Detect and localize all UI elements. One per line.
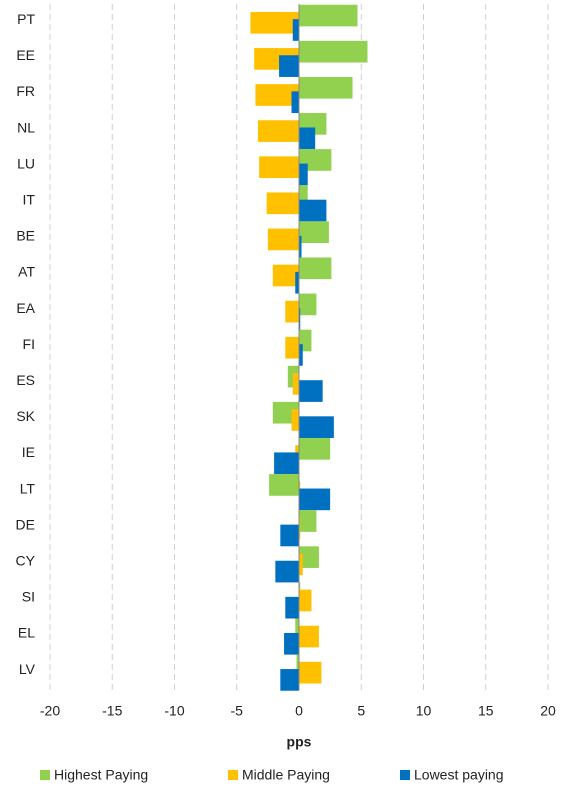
legend-swatch xyxy=(400,770,410,780)
bar xyxy=(299,510,317,532)
bar xyxy=(279,55,299,77)
y-tick-label: DE xyxy=(16,516,35,532)
x-tick-label: 0 xyxy=(295,703,303,719)
x-axis-label: pps xyxy=(287,734,312,750)
y-tick-label: FI xyxy=(23,336,35,352)
bar xyxy=(299,488,331,511)
bar xyxy=(285,300,299,323)
legend-label: Highest Paying xyxy=(54,767,148,783)
bar xyxy=(299,625,319,648)
bar xyxy=(250,11,299,34)
bar xyxy=(295,618,299,641)
bar xyxy=(291,409,299,431)
bar xyxy=(299,661,322,684)
y-tick-label: ES xyxy=(16,372,35,388)
bar xyxy=(284,632,299,655)
bar xyxy=(280,669,299,691)
bar xyxy=(275,560,299,583)
y-tick-label: FR xyxy=(16,83,35,99)
y-tick-label: AT xyxy=(18,264,35,280)
y-tick-label: SI xyxy=(22,589,35,605)
bar xyxy=(299,344,303,366)
x-tick-label: 10 xyxy=(416,703,432,719)
bar xyxy=(299,293,317,316)
bar xyxy=(266,192,299,215)
legend-swatch xyxy=(40,770,50,780)
bar xyxy=(299,517,301,540)
y-tick-label: LT xyxy=(20,480,36,496)
x-tick-label: -5 xyxy=(231,703,244,719)
bar xyxy=(285,336,299,359)
y-tick-label: BE xyxy=(16,228,35,244)
bar xyxy=(299,308,301,330)
bar xyxy=(299,416,334,438)
y-tick-label: EA xyxy=(16,300,35,316)
y-tick-label: EL xyxy=(18,625,35,641)
bar xyxy=(295,271,299,294)
x-tick-label: 5 xyxy=(357,703,365,719)
bar xyxy=(255,84,299,106)
y-tick-label: SK xyxy=(16,408,35,424)
bar xyxy=(299,437,331,460)
bar xyxy=(267,228,299,251)
y-tick-label: IT xyxy=(23,191,36,207)
bar xyxy=(299,4,358,27)
y-tick-label: LV xyxy=(19,661,36,677)
x-tick-label: 15 xyxy=(478,703,494,719)
bar xyxy=(299,589,312,612)
bar xyxy=(299,553,303,576)
bar xyxy=(272,264,299,287)
bar xyxy=(299,163,308,186)
y-tick-label: CY xyxy=(16,553,36,569)
legend-swatch xyxy=(228,770,238,780)
y-tick-label: NL xyxy=(17,119,35,135)
bar xyxy=(299,185,308,207)
bar xyxy=(299,380,323,402)
bar xyxy=(269,474,299,496)
y-tick-label: LU xyxy=(17,155,35,171)
bar xyxy=(299,235,302,258)
bar xyxy=(299,221,329,244)
legend-label: Middle Paying xyxy=(242,767,330,783)
y-tick-label: PT xyxy=(17,11,35,27)
bar xyxy=(292,372,299,395)
bar xyxy=(299,40,368,63)
x-tick-label: 20 xyxy=(540,703,556,719)
y-tick-label: EE xyxy=(16,47,35,63)
bar xyxy=(299,127,316,150)
y-tick-label: IE xyxy=(22,444,35,460)
bar xyxy=(274,452,299,475)
x-tick-label: -10 xyxy=(164,703,184,719)
bar xyxy=(296,654,299,677)
x-tick-label: -20 xyxy=(40,703,60,719)
bar xyxy=(280,524,299,547)
bar xyxy=(299,76,353,99)
bar xyxy=(299,199,327,222)
bar xyxy=(292,19,299,41)
bar xyxy=(291,91,299,114)
legend-label: Lowest paying xyxy=(414,767,504,783)
x-tick-label: -15 xyxy=(102,703,122,719)
bar xyxy=(257,120,299,142)
bar xyxy=(259,156,299,179)
bar xyxy=(285,596,299,619)
bar xyxy=(299,546,319,568)
bar xyxy=(299,257,332,280)
